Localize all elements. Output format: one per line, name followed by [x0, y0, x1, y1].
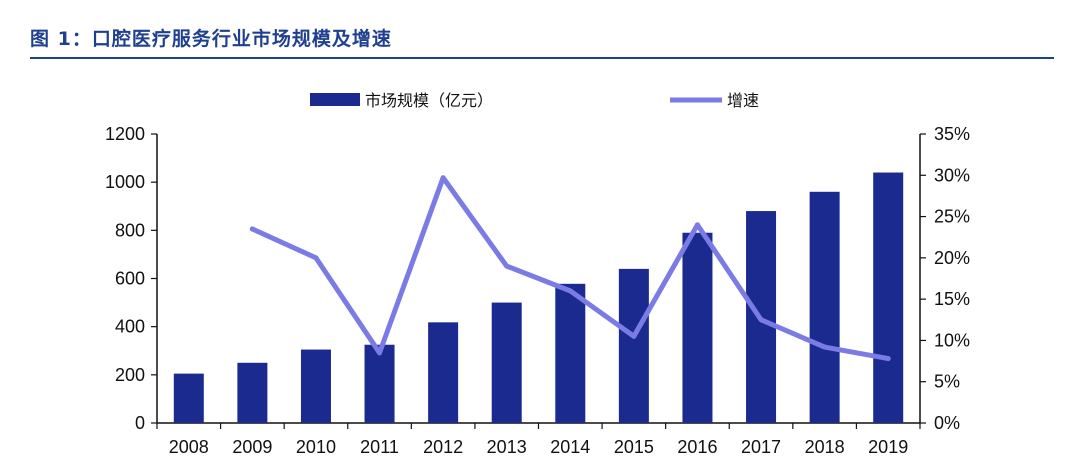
- legend-bar-label: 市场规模（亿元）: [365, 91, 493, 110]
- left-tick-label: 1200: [105, 124, 145, 144]
- growth-point: [249, 226, 255, 232]
- chart-legend: 市场规模（亿元） 增速: [310, 91, 759, 110]
- x-tick-label: 2017: [741, 437, 781, 457]
- legend-line-label: 增速: [727, 91, 759, 110]
- figure-title: 图 1：口腔医疗服务行业市场规模及增速: [30, 28, 392, 50]
- x-tick-label: 2018: [805, 437, 845, 457]
- right-tick-label: 20%: [934, 248, 970, 268]
- x-tick-label: 2008: [169, 437, 209, 457]
- x-tick-label: 2014: [550, 437, 590, 457]
- tick-labels: 0 200 400 600 800 1000 1200 0% 5% 10% 15% 20% 25% 30%…: [105, 124, 970, 457]
- chart-axes: [151, 133, 926, 429]
- x-tick-label: 2013: [487, 437, 527, 457]
- growth-point: [567, 288, 573, 294]
- left-tick-label: 600: [115, 269, 145, 289]
- right-tick-label: 35%: [934, 124, 970, 144]
- x-tick-label: 2009: [232, 437, 272, 457]
- bar: [618, 268, 649, 423]
- legend-bar-swatch: [310, 93, 360, 106]
- bar: [809, 191, 840, 423]
- left-tick-label: 200: [115, 365, 145, 385]
- growth-point: [758, 317, 764, 323]
- left-tick-label: 400: [115, 317, 145, 337]
- right-tick-label: 25%: [934, 207, 970, 227]
- bar: [491, 302, 522, 423]
- growth-point: [504, 263, 510, 269]
- growth-point: [822, 344, 828, 350]
- x-tick-label: 2012: [423, 437, 463, 457]
- growth-point: [377, 350, 383, 356]
- x-tick-label: 2010: [296, 437, 336, 457]
- growth-point: [694, 222, 700, 228]
- right-tick-label: 5%: [934, 372, 960, 392]
- title-divider: [30, 57, 1054, 59]
- x-tick-label: 2011: [360, 437, 399, 457]
- bar: [873, 172, 904, 423]
- bar-series: [173, 172, 904, 423]
- x-tick-label: 2015: [614, 437, 654, 457]
- growth-line-series: [249, 175, 891, 362]
- left-tick-label: 0: [135, 413, 145, 433]
- bar: [682, 232, 713, 423]
- right-tick-label: 30%: [934, 165, 970, 185]
- bar: [428, 322, 459, 423]
- growth-point: [313, 255, 319, 261]
- x-tick-label: 2019: [868, 437, 908, 457]
- bar: [173, 373, 204, 423]
- right-tick-label: 0%: [934, 413, 960, 433]
- growth-point: [885, 356, 891, 362]
- right-tick-label: 10%: [934, 330, 970, 350]
- left-tick-label: 800: [115, 220, 145, 240]
- left-tick-label: 1000: [105, 172, 145, 192]
- growth-point: [440, 175, 446, 181]
- bar: [300, 349, 331, 423]
- x-tick-label: 2016: [677, 437, 717, 457]
- growth-point: [631, 333, 637, 339]
- right-tick-label: 15%: [934, 289, 970, 309]
- bar: [237, 362, 268, 423]
- bar: [555, 283, 586, 423]
- bar: [364, 344, 395, 423]
